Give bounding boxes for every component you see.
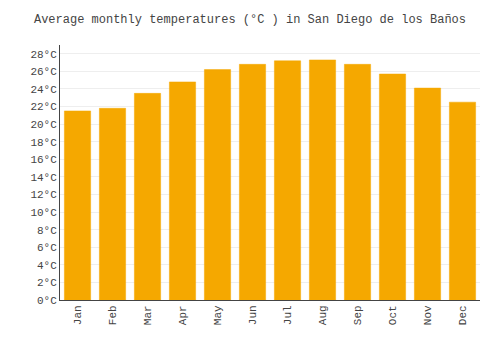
svg-text:6°C: 6°C: [37, 242, 57, 254]
svg-text:Jun: Jun: [247, 305, 259, 325]
svg-text:Nov: Nov: [422, 305, 434, 325]
svg-text:Sep: Sep: [352, 305, 364, 325]
svg-text:0°C: 0°C: [37, 295, 57, 307]
svg-text:16°C: 16°C: [30, 154, 57, 166]
svg-text:4°C: 4°C: [37, 260, 57, 272]
svg-text:May: May: [212, 305, 224, 325]
svg-text:Aug: Aug: [317, 305, 329, 325]
svg-text:18°C: 18°C: [30, 137, 57, 149]
svg-text:20°C: 20°C: [30, 119, 57, 131]
svg-text:14°C: 14°C: [30, 172, 57, 184]
svg-text:Jan: Jan: [72, 305, 84, 325]
svg-text:2°C: 2°C: [37, 277, 57, 289]
svg-text:Dec: Dec: [457, 305, 469, 325]
svg-text:24°C: 24°C: [30, 84, 57, 96]
svg-text:28°C: 28°C: [30, 49, 57, 61]
svg-text:22°C: 22°C: [30, 101, 57, 113]
svg-text:Oct: Oct: [387, 305, 399, 325]
svg-text:Jul: Jul: [282, 305, 294, 325]
svg-text:10°C: 10°C: [30, 207, 57, 219]
svg-text:Average monthly temperatures (: Average monthly temperatures (°C ) in Sa…: [34, 13, 466, 27]
svg-text:26°C: 26°C: [30, 66, 57, 78]
svg-text:8°C: 8°C: [37, 225, 57, 237]
svg-text:Apr: Apr: [177, 305, 189, 325]
svg-text:Feb: Feb: [107, 305, 119, 325]
svg-text:Mar: Mar: [142, 305, 154, 325]
svg-text:12°C: 12°C: [30, 189, 57, 201]
